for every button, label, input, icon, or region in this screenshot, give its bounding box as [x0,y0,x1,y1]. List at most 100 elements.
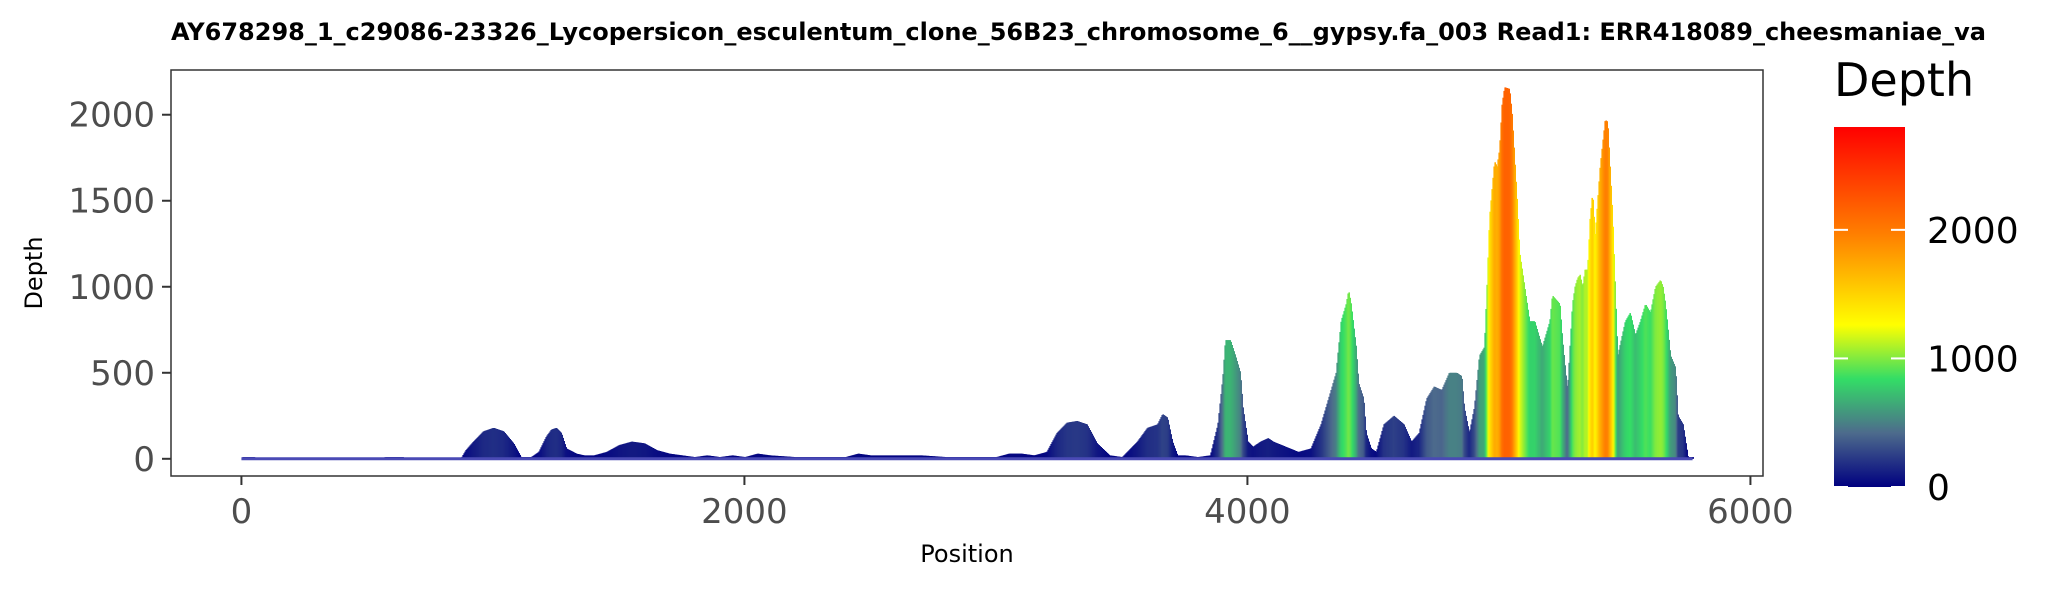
depth-bar [1146,428,1148,459]
depth-bar [1064,424,1066,459]
depth-bar [1301,450,1303,459]
depth-bar [1453,372,1455,459]
depth-bar [892,455,894,459]
depth-bar [1156,424,1158,459]
depth-bar [1235,357,1237,459]
depth-bar [1076,421,1078,459]
depth-bar [1600,158,1602,459]
depth-bar [1508,88,1510,459]
depth-bar [1620,340,1622,459]
depth-bar [1462,391,1464,459]
depth-bar [1162,414,1164,459]
depth-bar [1566,385,1568,459]
depth-bar [630,441,632,459]
depth-bar [613,447,615,459]
depth-bar [1048,447,1050,459]
depth-bar [1090,431,1092,459]
depth-bar [864,454,866,459]
depth-bar [854,454,856,459]
depth-bar [1592,199,1594,459]
depth-bar [730,455,732,459]
depth-bar [1141,435,1143,459]
depth-bar [1448,373,1450,459]
depth-bar [1396,418,1398,459]
depth-bar [1671,359,1673,459]
depth-bar [1152,425,1154,459]
depth-bar [1653,294,1655,459]
depth-bar [1570,328,1572,459]
depth-bar [1387,420,1389,459]
depth-bar [1244,421,1246,459]
depth-bar [644,443,646,459]
depth-bar [762,454,764,459]
depth-bar [761,454,763,459]
depth-bar [1178,455,1180,459]
depth-bar [652,448,654,459]
depth-bar [889,455,891,459]
depth-bar [616,446,618,459]
depth-bar [1168,424,1170,459]
depth-bar [1012,453,1014,459]
depth-bar [750,455,752,459]
depth-bar [673,454,675,459]
depth-bar [650,446,652,459]
depth-bar [1428,394,1430,459]
depth-bar [1397,419,1399,459]
depth-bar [1359,387,1361,459]
depth-bar [1533,321,1535,459]
depth-bar [1214,436,1216,459]
depth-bar [729,455,731,459]
depth-bar [463,453,465,459]
depth-bar [1317,431,1319,459]
depth-bar [572,451,574,459]
depth-bar [923,455,925,459]
depth-bar [705,455,707,459]
depth-bar [1585,269,1587,459]
depth-bar [570,450,572,459]
depth-bar [675,454,677,459]
depth-bar [1144,431,1146,459]
depth-bar [609,450,611,459]
depth-bar [1528,316,1530,459]
depth-bar [1467,426,1469,459]
depth-bar [1388,420,1390,459]
depth-bar [1148,427,1150,459]
depth-bar [896,455,898,459]
depth-bar [1018,453,1020,459]
depth-bar [1051,442,1053,459]
depth-bar [1478,359,1480,459]
depth-bar [647,445,649,459]
depth-bar [866,454,868,459]
depth-bar [754,454,756,459]
depth-bar [503,431,505,459]
depth-bar [1547,327,1549,459]
depth-bar [1509,93,1511,459]
depth-bar [1569,345,1571,459]
depth-bar [1430,391,1432,459]
depth-bar [1616,336,1618,459]
depth-bar [1522,275,1524,459]
depth-bar [554,428,556,459]
x-axis: 0 2000 4000 6000 [231,476,1794,532]
depth-bar [1177,455,1179,459]
depth-bar [1518,239,1520,459]
depth-bar [1212,444,1214,459]
depth-bar [517,451,519,459]
depth-bar [495,428,497,459]
depth-bar [1525,296,1527,459]
depth-bar [1020,453,1022,459]
depth-bar [1179,455,1181,459]
depth-bar [1436,387,1438,459]
depth-bar [678,454,680,459]
depth-bar [1181,455,1183,459]
depth-bar [1102,449,1104,459]
depth-bar [850,455,852,459]
depth-bar [1513,147,1515,459]
depth-bar [1277,443,1279,459]
depth-bar [1231,345,1233,459]
depth-bar [1526,302,1528,459]
depth-bar [552,429,554,459]
legend-colorbar [1834,127,1905,487]
depth-bar [593,455,595,459]
depth-bar [1512,130,1514,459]
